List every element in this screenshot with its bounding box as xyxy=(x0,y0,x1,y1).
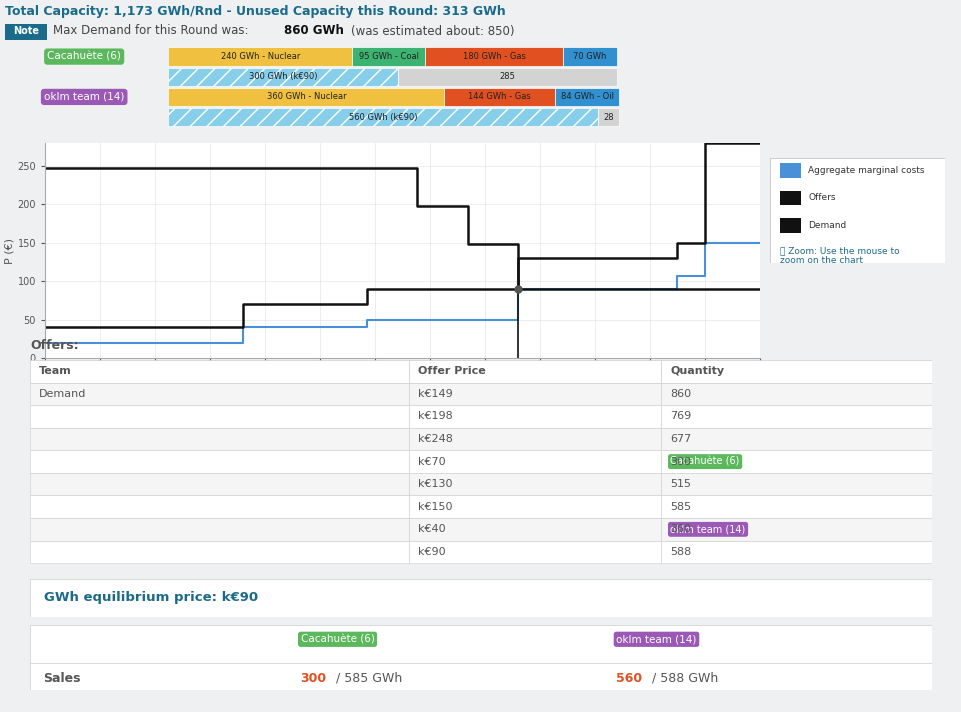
Bar xyxy=(408,450,661,473)
Text: 300 GWh (k€90): 300 GWh (k€90) xyxy=(249,72,317,81)
Text: / 588 GWh: / 588 GWh xyxy=(647,672,717,685)
Text: 860: 860 xyxy=(670,389,691,399)
Text: 144 GWh - Gas: 144 GWh - Gas xyxy=(468,93,530,101)
Text: oklm team (14): oklm team (14) xyxy=(616,634,696,644)
Bar xyxy=(661,450,931,473)
Bar xyxy=(408,382,661,405)
Text: 560 GWh (k€90): 560 GWh (k€90) xyxy=(349,112,417,122)
Bar xyxy=(408,473,661,496)
Bar xyxy=(661,473,931,496)
Bar xyxy=(661,360,931,382)
Text: Cacahuète (6): Cacahuète (6) xyxy=(300,634,374,644)
Text: Offer Price: Offer Price xyxy=(417,366,485,376)
Bar xyxy=(444,88,554,106)
Bar xyxy=(30,518,408,540)
Text: Max Demand for this Round was:: Max Demand for this Round was: xyxy=(53,24,252,38)
Text: Quantity: Quantity xyxy=(670,366,724,376)
Text: k€248: k€248 xyxy=(417,434,453,444)
Text: k€90: k€90 xyxy=(417,547,445,557)
Bar xyxy=(30,405,408,428)
Bar xyxy=(30,360,408,382)
X-axis label: Q: Q xyxy=(398,379,407,389)
Bar xyxy=(597,108,619,126)
Text: 🔍 Zoom: Use the mouse to
zoom on the chart: 🔍 Zoom: Use the mouse to zoom on the cha… xyxy=(779,246,899,266)
Bar xyxy=(398,68,616,86)
Text: 285: 285 xyxy=(499,72,515,81)
Text: 515: 515 xyxy=(670,479,691,489)
Bar xyxy=(168,108,597,126)
Bar xyxy=(779,191,801,205)
Text: Offers:: Offers: xyxy=(30,339,79,352)
Bar xyxy=(779,218,801,233)
Bar xyxy=(408,360,661,382)
Text: k€70: k€70 xyxy=(417,456,445,466)
Bar xyxy=(661,405,931,428)
Text: Demand: Demand xyxy=(807,221,846,230)
Text: 28: 28 xyxy=(603,112,613,122)
Bar xyxy=(30,496,408,518)
Bar xyxy=(30,540,408,563)
Bar xyxy=(30,382,408,405)
Text: k€130: k€130 xyxy=(417,479,452,489)
Bar xyxy=(408,496,661,518)
Text: 560: 560 xyxy=(616,672,642,685)
Bar xyxy=(563,48,616,66)
Text: 677: 677 xyxy=(670,434,691,444)
Text: 84 GWh - Oil: 84 GWh - Oil xyxy=(560,93,613,101)
Text: 240 GWh - Nuclear: 240 GWh - Nuclear xyxy=(220,52,300,61)
Bar xyxy=(408,540,661,563)
Text: 70 GWh: 70 GWh xyxy=(573,52,606,61)
Text: 95 GWh - Coal: 95 GWh - Coal xyxy=(358,52,418,61)
Bar xyxy=(408,428,661,450)
Text: Team: Team xyxy=(39,366,72,376)
Text: Sales: Sales xyxy=(43,672,81,685)
Bar xyxy=(30,473,408,496)
Text: (was estimated about: 850): (was estimated about: 850) xyxy=(351,24,514,38)
Text: GWh equilibrium price: k€90: GWh equilibrium price: k€90 xyxy=(43,592,258,604)
Bar xyxy=(661,496,931,518)
Bar xyxy=(352,48,425,66)
Text: Demand: Demand xyxy=(39,389,86,399)
Text: 300: 300 xyxy=(670,456,691,466)
Text: oklm team (14): oklm team (14) xyxy=(670,524,745,534)
Text: k€150: k€150 xyxy=(417,502,452,512)
Bar xyxy=(661,518,931,540)
Bar xyxy=(661,428,931,450)
Text: k€198: k€198 xyxy=(417,412,452,422)
Text: 360: 360 xyxy=(670,524,691,534)
Text: Total Capacity: 1,173 GWh/Rnd - Unused Capacity this Round: 313 GWh: Total Capacity: 1,173 GWh/Rnd - Unused C… xyxy=(5,4,505,18)
Text: Note: Note xyxy=(12,26,39,36)
Text: 588: 588 xyxy=(670,547,691,557)
Text: 769: 769 xyxy=(670,412,691,422)
Bar xyxy=(779,163,801,178)
Text: oklm team (14): oklm team (14) xyxy=(44,92,124,102)
Bar xyxy=(168,68,398,86)
Bar xyxy=(5,24,47,40)
Bar xyxy=(661,540,931,563)
Text: 585: 585 xyxy=(670,502,691,512)
Bar xyxy=(408,518,661,540)
Text: 300: 300 xyxy=(300,672,327,685)
Text: 180 GWh - Gas: 180 GWh - Gas xyxy=(462,52,525,61)
Bar xyxy=(408,405,661,428)
Y-axis label: P (€): P (€) xyxy=(5,238,14,263)
Bar xyxy=(30,428,408,450)
Text: Aggregate marginal costs: Aggregate marginal costs xyxy=(807,166,924,175)
Text: 860 GWh: 860 GWh xyxy=(283,24,343,38)
Bar xyxy=(168,48,352,66)
Bar xyxy=(30,450,408,473)
Text: k€40: k€40 xyxy=(417,524,445,534)
Text: Cacahuète (6): Cacahuète (6) xyxy=(47,51,121,62)
Bar xyxy=(425,48,563,66)
Bar xyxy=(661,382,931,405)
Text: / 585 GWh: / 585 GWh xyxy=(332,672,402,685)
Bar xyxy=(554,88,619,106)
Text: k€149: k€149 xyxy=(417,389,452,399)
Text: Cacahuète (6): Cacahuète (6) xyxy=(670,456,739,466)
Text: 360 GWh - Nuclear: 360 GWh - Nuclear xyxy=(266,93,346,101)
Text: Offers: Offers xyxy=(807,194,835,202)
Bar xyxy=(168,88,444,106)
